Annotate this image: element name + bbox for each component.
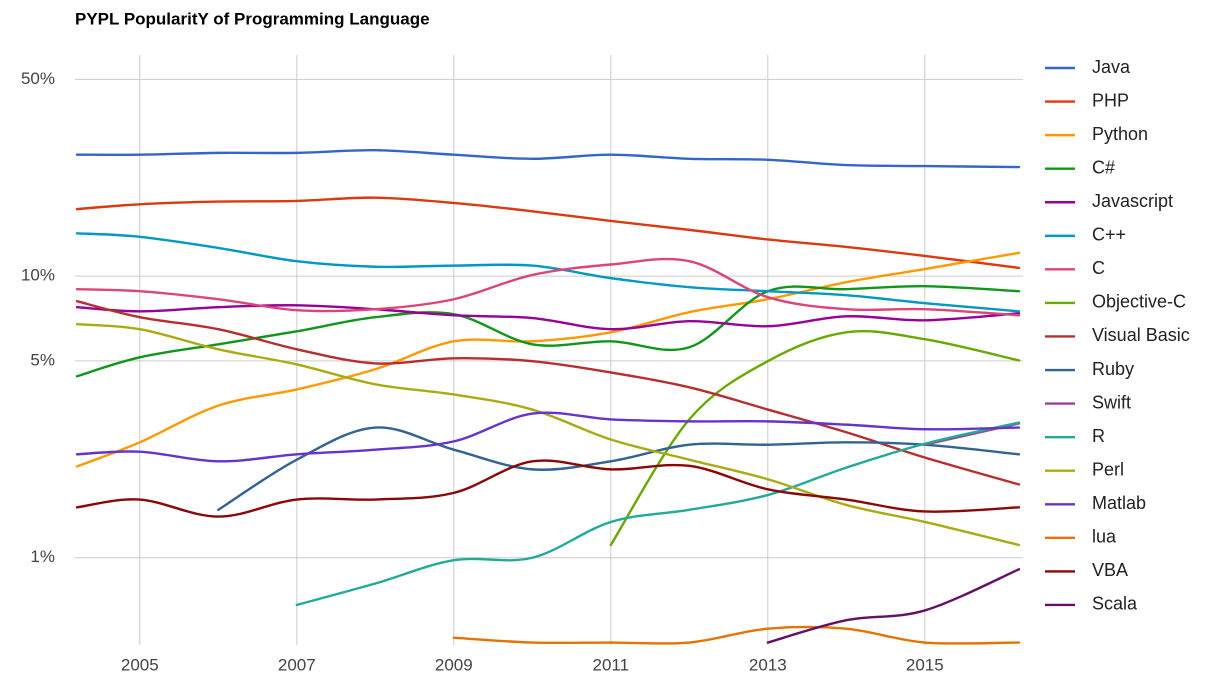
legend-label: lua [1092,527,1117,547]
series-line [75,149,1021,169]
series-line [75,232,1021,313]
x-tick-label: 2009 [435,655,473,674]
legend-label: C# [1092,157,1115,177]
legend-label: Ruby [1092,359,1134,379]
chart-title: PYPL PopularitY of Programming Language [75,9,430,28]
legend-label: Scala [1092,594,1138,614]
plot-area [75,149,1021,645]
legend-label: Swift [1092,392,1131,412]
series-line [75,251,1021,468]
series-line [452,625,1021,645]
legend-label: R [1092,426,1105,446]
series-line [75,196,1021,270]
x-tick-label: 2015 [906,655,944,674]
series-line [75,304,1021,331]
legend-label: VBA [1092,560,1128,580]
legend-label: C [1092,258,1105,278]
legend-label: Matlab [1092,493,1146,513]
series-line [295,421,1021,607]
y-tick-label: 10% [21,266,55,285]
y-tick-label: 1% [30,547,55,566]
legend-label: Visual Basic [1092,325,1190,345]
x-tick-label: 2011 [593,655,630,674]
series-line [75,299,1021,486]
y-tick-label: 5% [30,350,55,369]
x-tick-label: 2013 [749,655,787,674]
series-line [75,257,1021,317]
x-tick-label: 2007 [278,655,316,674]
series-line [75,323,1021,547]
legend-label: Python [1092,124,1148,144]
legend-label: C++ [1092,225,1126,245]
legend-label: Java [1092,57,1131,77]
legend-label: Perl [1092,459,1124,479]
series-line [75,459,1021,518]
y-tick-label: 50% [21,69,55,88]
series-line [75,411,1021,463]
series-line [217,426,1021,512]
legend-label: PHP [1092,90,1129,110]
x-tick-label: 2005 [121,655,159,674]
series-line [75,285,1021,378]
legend-label: Objective-C [1092,292,1186,312]
series-line [766,568,1021,644]
legend-label: Javascript [1092,191,1173,211]
